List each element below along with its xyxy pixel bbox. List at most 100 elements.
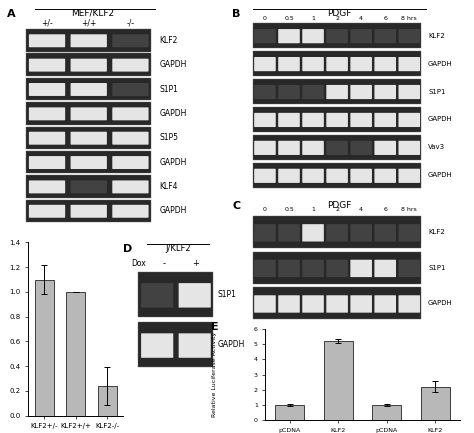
FancyBboxPatch shape	[350, 224, 372, 242]
FancyBboxPatch shape	[254, 85, 276, 99]
Text: KLF2: KLF2	[160, 36, 178, 45]
FancyBboxPatch shape	[254, 57, 276, 71]
Text: 6: 6	[383, 207, 387, 212]
FancyBboxPatch shape	[254, 224, 276, 242]
FancyBboxPatch shape	[29, 205, 65, 218]
Bar	[253, 135, 421, 160]
FancyBboxPatch shape	[278, 295, 300, 313]
Bar	[253, 79, 421, 104]
Text: +/-: +/-	[41, 19, 53, 27]
FancyBboxPatch shape	[254, 260, 276, 277]
Bar	[26, 29, 151, 52]
FancyBboxPatch shape	[302, 113, 324, 127]
FancyBboxPatch shape	[29, 83, 65, 96]
FancyBboxPatch shape	[278, 85, 300, 99]
Bar	[253, 288, 421, 319]
FancyBboxPatch shape	[302, 29, 324, 43]
FancyBboxPatch shape	[278, 57, 300, 71]
FancyBboxPatch shape	[112, 181, 148, 194]
FancyBboxPatch shape	[326, 260, 348, 277]
FancyBboxPatch shape	[326, 224, 348, 242]
Text: S1P5: S1P5	[160, 133, 179, 142]
Text: S1P1: S1P1	[428, 265, 446, 271]
Bar	[253, 216, 421, 248]
FancyBboxPatch shape	[374, 295, 396, 313]
Bar	[26, 102, 151, 125]
FancyBboxPatch shape	[71, 107, 107, 120]
FancyBboxPatch shape	[254, 169, 276, 183]
Bar	[98, 386, 117, 416]
FancyBboxPatch shape	[71, 58, 107, 71]
Text: S1P1: S1P1	[160, 84, 179, 94]
FancyBboxPatch shape	[112, 107, 148, 120]
FancyBboxPatch shape	[350, 169, 372, 183]
Bar	[421, 387, 450, 420]
FancyBboxPatch shape	[71, 205, 107, 218]
Text: KLF2: KLF2	[428, 229, 445, 235]
FancyBboxPatch shape	[350, 113, 372, 127]
Text: GAPDH: GAPDH	[428, 116, 453, 123]
Text: PDGF: PDGF	[327, 201, 352, 210]
Bar	[275, 405, 304, 420]
FancyBboxPatch shape	[179, 283, 211, 307]
FancyBboxPatch shape	[71, 181, 107, 194]
FancyBboxPatch shape	[399, 29, 420, 43]
FancyBboxPatch shape	[141, 283, 173, 307]
Text: KLF4: KLF4	[160, 182, 178, 191]
FancyBboxPatch shape	[278, 141, 300, 155]
FancyBboxPatch shape	[29, 34, 65, 47]
FancyBboxPatch shape	[29, 181, 65, 194]
Text: 4: 4	[359, 16, 363, 21]
Bar	[26, 126, 151, 149]
FancyBboxPatch shape	[399, 85, 420, 99]
FancyBboxPatch shape	[350, 85, 372, 99]
Bar	[138, 322, 213, 367]
Bar	[26, 53, 151, 76]
Bar	[373, 405, 401, 420]
Bar	[253, 163, 421, 188]
Text: J/KLF2: J/KLF2	[165, 244, 191, 253]
FancyBboxPatch shape	[302, 169, 324, 183]
FancyBboxPatch shape	[350, 260, 372, 277]
Text: 6: 6	[383, 16, 387, 21]
Text: 0.5: 0.5	[284, 207, 294, 212]
Bar	[66, 292, 85, 416]
FancyBboxPatch shape	[326, 295, 348, 313]
Bar	[26, 78, 151, 100]
Text: 8 hrs: 8 hrs	[401, 16, 417, 21]
Text: -/-: -/-	[127, 19, 135, 27]
Text: GAPDH: GAPDH	[428, 61, 453, 67]
FancyBboxPatch shape	[374, 113, 396, 127]
Text: 0: 0	[263, 207, 267, 212]
FancyBboxPatch shape	[278, 29, 300, 43]
FancyBboxPatch shape	[399, 57, 420, 71]
Text: B: B	[232, 9, 241, 19]
Text: 2: 2	[335, 207, 339, 212]
FancyBboxPatch shape	[254, 113, 276, 127]
Text: KLF2: KLF2	[428, 32, 445, 39]
Bar	[138, 272, 213, 317]
FancyBboxPatch shape	[71, 34, 107, 47]
FancyBboxPatch shape	[141, 333, 173, 358]
FancyBboxPatch shape	[71, 83, 107, 96]
Text: GAPDH: GAPDH	[428, 172, 453, 178]
FancyBboxPatch shape	[399, 224, 420, 242]
Text: +/+: +/+	[81, 19, 96, 27]
Text: -: -	[163, 259, 166, 268]
Text: C: C	[232, 201, 241, 211]
FancyBboxPatch shape	[302, 85, 324, 99]
Bar	[253, 252, 421, 284]
FancyBboxPatch shape	[399, 141, 420, 155]
FancyBboxPatch shape	[112, 205, 148, 218]
Y-axis label: Relative Luciferase Activity: Relative Luciferase Activity	[212, 332, 217, 417]
Text: A: A	[8, 9, 16, 19]
FancyBboxPatch shape	[374, 57, 396, 71]
FancyBboxPatch shape	[326, 113, 348, 127]
FancyBboxPatch shape	[112, 58, 148, 71]
FancyBboxPatch shape	[254, 141, 276, 155]
FancyBboxPatch shape	[278, 169, 300, 183]
FancyBboxPatch shape	[71, 132, 107, 145]
FancyBboxPatch shape	[374, 141, 396, 155]
FancyBboxPatch shape	[278, 113, 300, 127]
Text: 0.5: 0.5	[284, 16, 294, 21]
